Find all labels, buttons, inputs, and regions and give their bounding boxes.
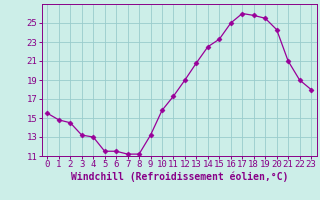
X-axis label: Windchill (Refroidissement éolien,°C): Windchill (Refroidissement éolien,°C) bbox=[70, 172, 288, 182]
